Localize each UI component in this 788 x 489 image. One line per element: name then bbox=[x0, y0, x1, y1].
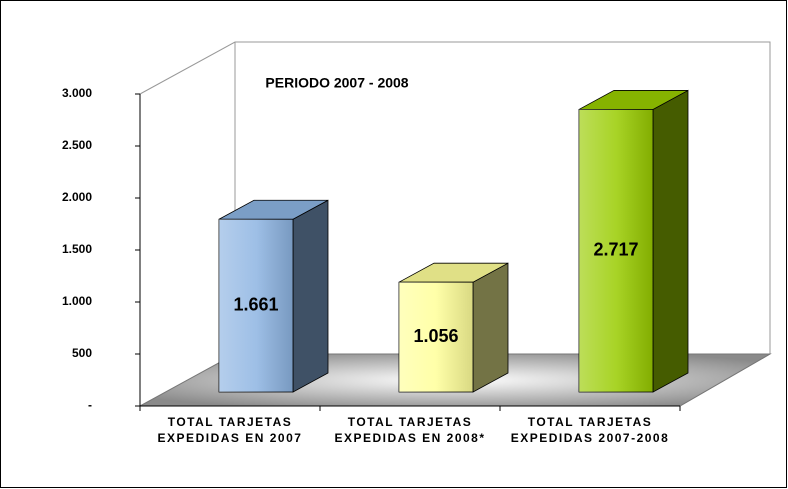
y-tick-label: 500 bbox=[72, 346, 92, 360]
bar-top-shade bbox=[399, 263, 508, 283]
y-tick-label: 2.000 bbox=[62, 190, 92, 204]
bar bbox=[578, 89, 689, 393]
x-tick-label: TOTAL TARJETAS EXPEDIDAS 2007-2008 bbox=[510, 415, 670, 445]
bar-front-shine bbox=[219, 219, 293, 392]
bar bbox=[398, 262, 509, 393]
value-label: 1.056 bbox=[413, 326, 458, 346]
bar-side-shade bbox=[653, 90, 688, 392]
value-label: 2.717 bbox=[593, 239, 638, 259]
bar-front-shine bbox=[579, 109, 653, 392]
bar-top-shade bbox=[219, 200, 328, 220]
bar-top-shade bbox=[579, 90, 688, 110]
y-tick-label: 3.000 bbox=[62, 86, 92, 100]
bar-side-shade bbox=[473, 263, 508, 392]
y-tick-label: 1.000 bbox=[62, 294, 92, 308]
x-tick-label: TOTAL TARJETAS EXPEDIDAS EN 2007 bbox=[157, 415, 303, 445]
bar bbox=[218, 199, 329, 393]
x-tick-label: TOTAL TARJETAS EXPEDIDAS EN 2008* bbox=[334, 415, 486, 445]
value-label: 1.661 bbox=[233, 294, 278, 314]
bar-front-shine bbox=[399, 282, 473, 392]
y-tick-label: 1.500 bbox=[62, 242, 92, 256]
y-tick-label: 2.500 bbox=[62, 138, 92, 152]
chart-title: PERIODO 2007 - 2008 bbox=[265, 75, 408, 91]
bar-side-shade bbox=[293, 200, 328, 392]
y-tick-label: - bbox=[88, 398, 92, 412]
